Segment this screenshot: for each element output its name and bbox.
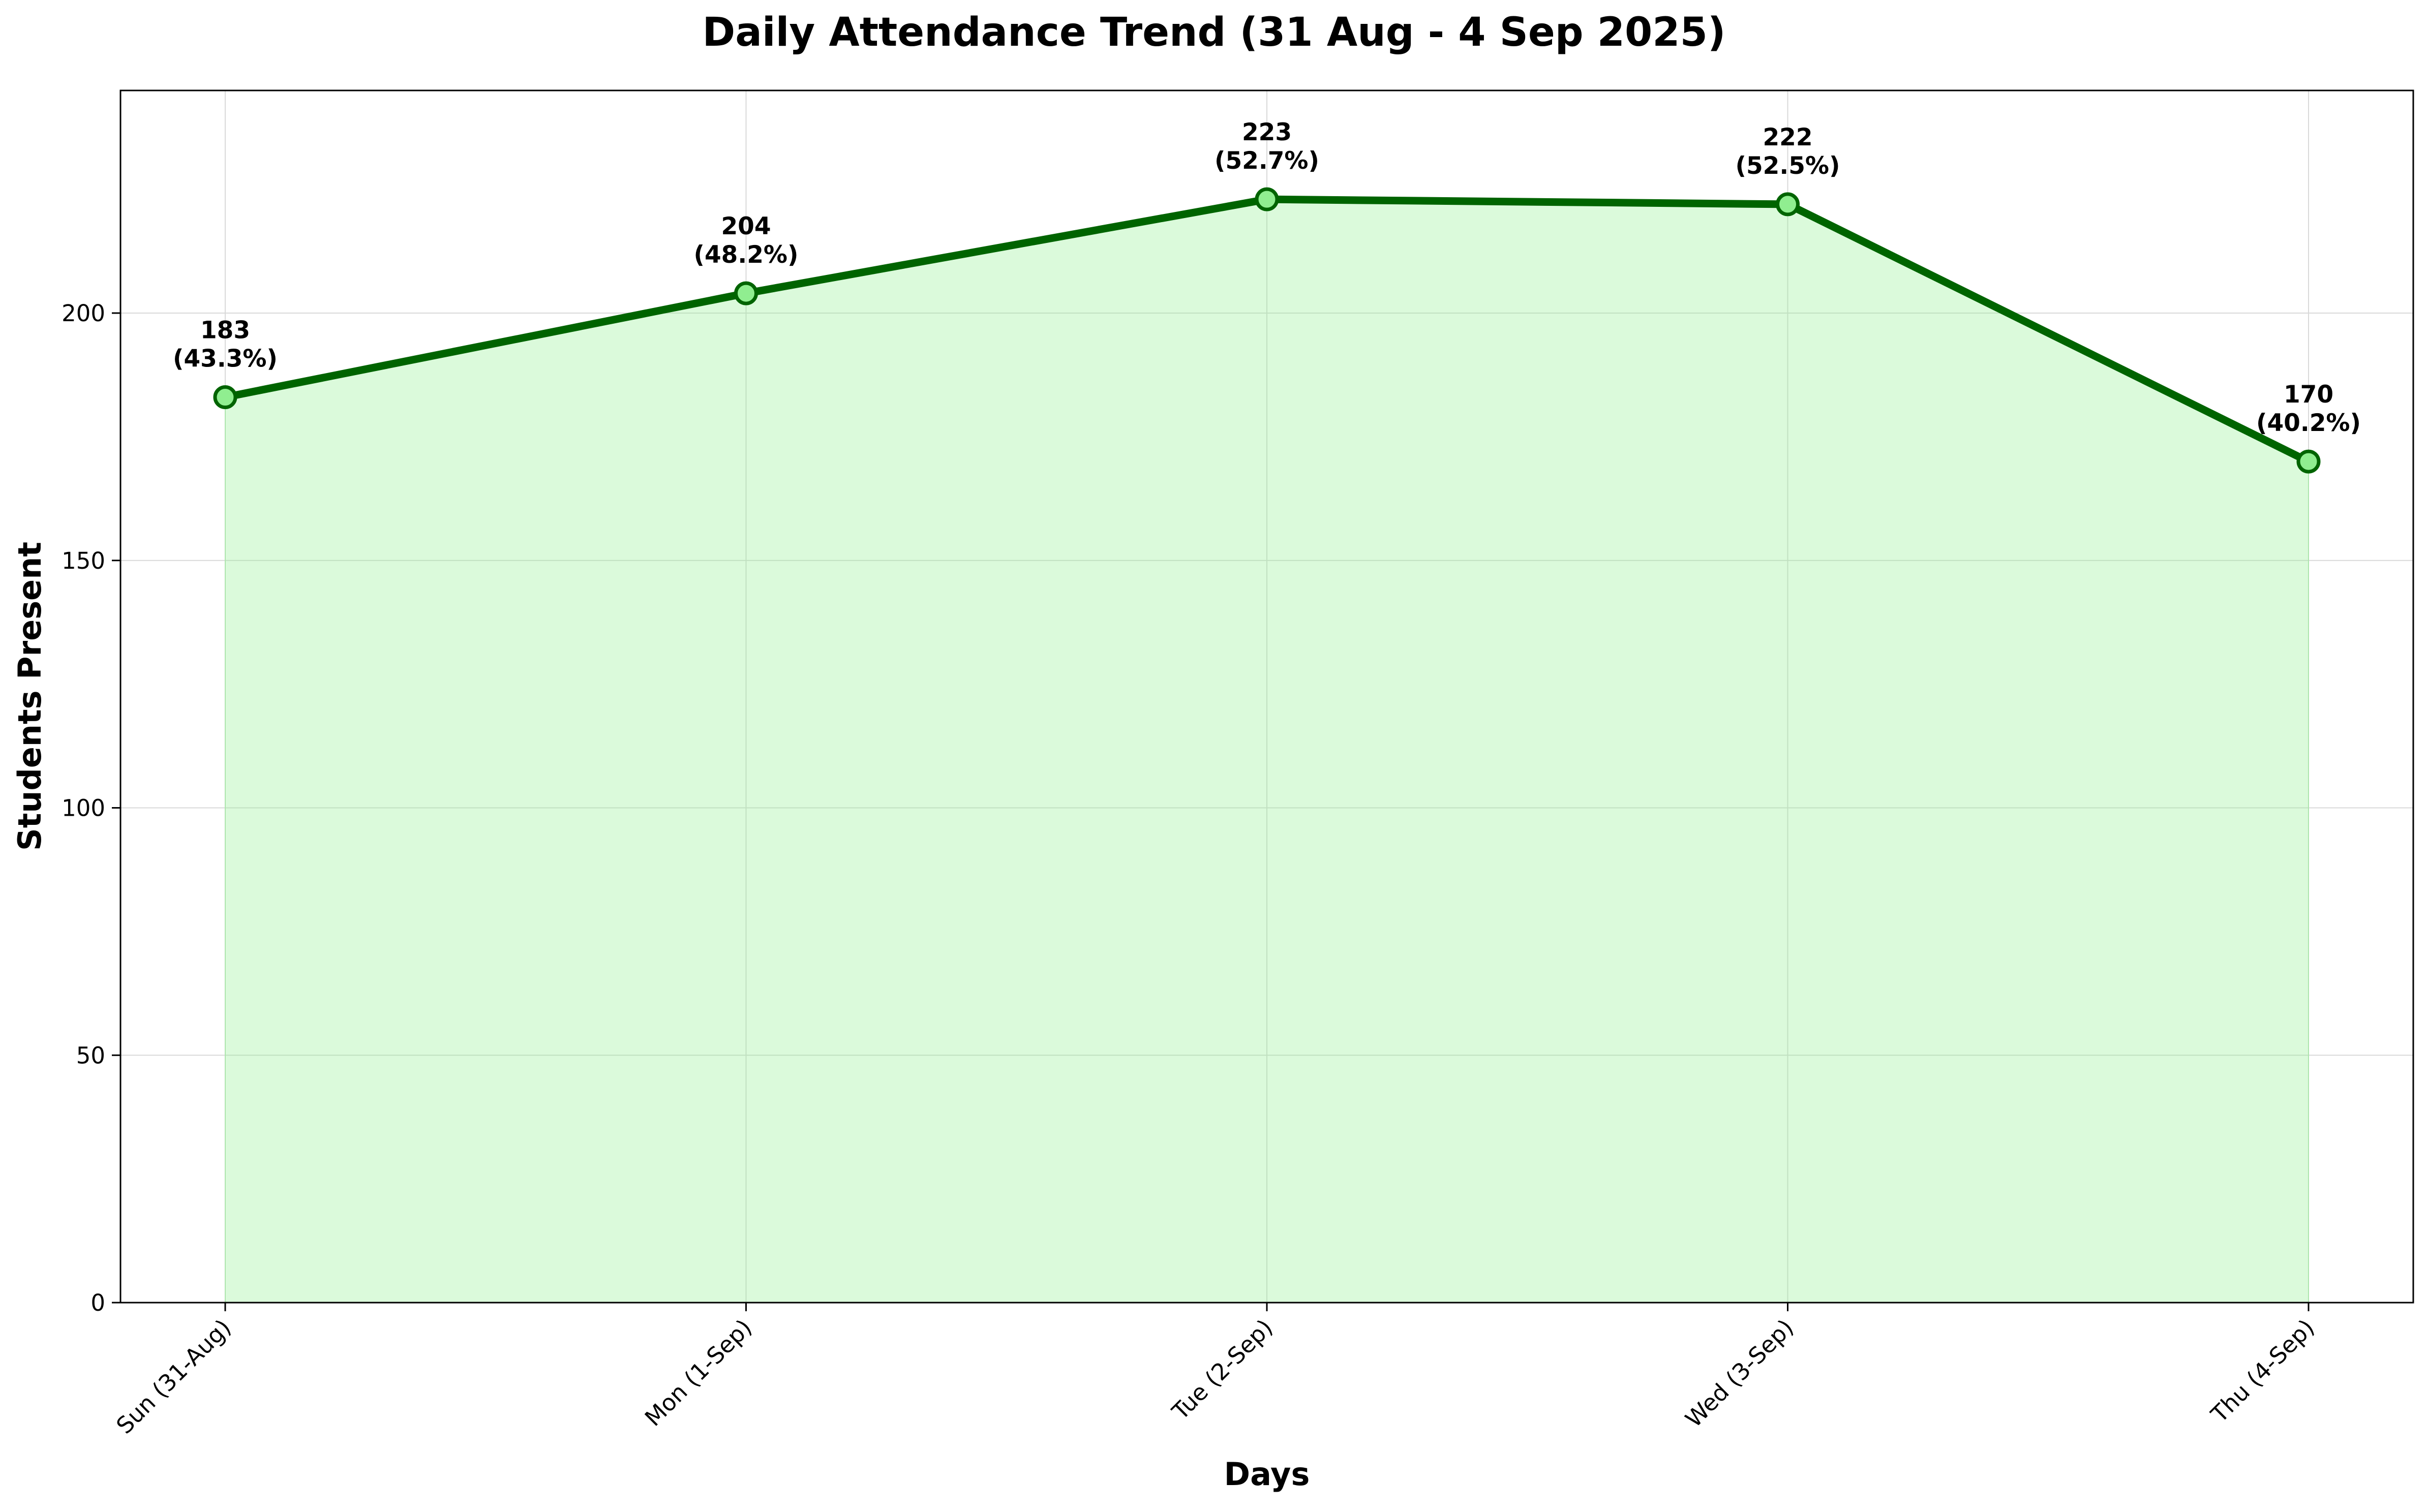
- grid-lines: [120, 90, 2413, 1303]
- data-point-3: [1776, 192, 1800, 217]
- y-tick-label-0: 0: [90, 1289, 105, 1316]
- y-tick-label-1: 50: [76, 1042, 105, 1069]
- y-axis-label: Students Present: [11, 542, 48, 851]
- data-label-percent-4: (40.2%): [2256, 409, 2361, 437]
- data-label-percent-2: (52.7%): [1215, 147, 1319, 175]
- chart-title: Daily Attendance Trend (31 Aug - 4 Sep 2…: [702, 10, 1725, 55]
- data-label-value-1: 204: [721, 212, 771, 240]
- y-tick-label-4: 200: [62, 300, 105, 327]
- data-label-percent-0: (43.3%): [173, 345, 278, 373]
- y-tick-label-2: 100: [62, 795, 105, 822]
- area-fill-group: [225, 199, 2309, 1303]
- data-point-1: [734, 281, 758, 305]
- data-labels-group: 183(43.3%) 204(48.2%) 223(52.7%) 222(52.5%)…: [173, 118, 2361, 437]
- data-point-0: [213, 385, 237, 410]
- data-label-percent-1: (48.2%): [693, 241, 798, 269]
- y-tick-label-3: 150: [62, 547, 105, 574]
- data-points-group: [213, 187, 2321, 474]
- data-label-percent-3: (52.5%): [1735, 152, 1840, 180]
- data-point-2: [1255, 187, 1279, 211]
- y-axis: 0 50 100 150 200: [62, 300, 120, 1316]
- data-label-value-4: 170: [2284, 381, 2333, 409]
- data-label-value-3: 222: [1763, 124, 1812, 151]
- data-label-value-2: 223: [1242, 118, 1292, 146]
- x-axis-label: Days: [1224, 1456, 1310, 1493]
- data-point-4: [2296, 449, 2321, 474]
- data-label-value-0: 183: [200, 317, 250, 345]
- area-fill: [225, 199, 2309, 1303]
